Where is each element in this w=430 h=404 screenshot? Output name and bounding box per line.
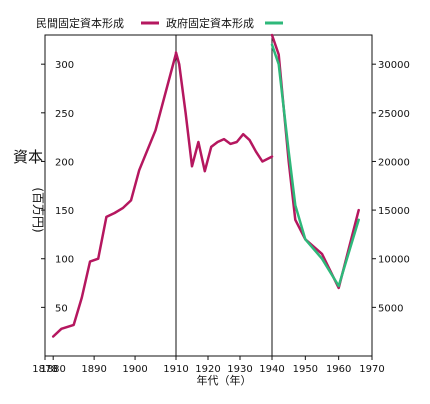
y-tick-label-left-300: 300 (55, 60, 74, 71)
y-axis-label: 資本 (13, 148, 43, 166)
y-tick-label-right-25000: 25000 (378, 109, 410, 120)
y-tick-label-left-250: 250 (55, 109, 74, 120)
panel-frame-1 (175, 34, 273, 357)
y-tick-label-left-50: 50 (55, 303, 68, 314)
x-tick-label-1940: 1940 (259, 364, 284, 375)
x-tick-label-1880: 1880 (40, 364, 65, 375)
x-tick-label-1970: 1970 (359, 364, 384, 375)
legend-label-private: 民間固定資本形成 (36, 16, 124, 30)
y-tick-label-right-20000: 20000 (378, 157, 410, 168)
y-tick-label-right-30000: 30000 (378, 60, 410, 71)
panel-frame-2 (271, 34, 373, 357)
x-tick-label-1900: 1900 (122, 364, 147, 375)
legend-label-government: 政府固定資本形成 (166, 16, 254, 30)
series-line-private-1 (174, 51, 274, 173)
y-tick-label-right-10000: 10000 (378, 255, 410, 266)
x-tick-label-1878: 1878 (32, 364, 57, 375)
x-tick-label-1920: 1920 (195, 364, 220, 375)
y-tick-label-left-200: 200 (55, 157, 74, 168)
series-layer (51, 33, 360, 338)
y-tick-label-right-15000: 15000 (378, 206, 410, 217)
plot-frame (44, 34, 373, 357)
x-tick-label-1930: 1930 (227, 364, 252, 375)
y-axis-title: 資本 (百万円) (13, 148, 45, 233)
y-axis-unit: (百万円) (31, 187, 45, 232)
y-tick-label-left-100: 100 (55, 255, 74, 266)
y-tick-label-left-150: 150 (55, 206, 74, 217)
x-tick-label-1890: 1890 (81, 364, 106, 375)
series-line-private-0 (51, 52, 178, 338)
series-line-government-2 (270, 43, 360, 288)
x-tick-label-1950: 1950 (293, 364, 318, 375)
x-axis-label: 年代（年） (197, 373, 252, 387)
x-tick-label-1910: 1910 (163, 364, 188, 375)
legend: 民間固定資本形成 政府固定資本形成 (36, 16, 283, 30)
y-tick-label-right-5000: 5000 (378, 303, 403, 314)
x-tick-label-1960: 1960 (326, 364, 351, 375)
